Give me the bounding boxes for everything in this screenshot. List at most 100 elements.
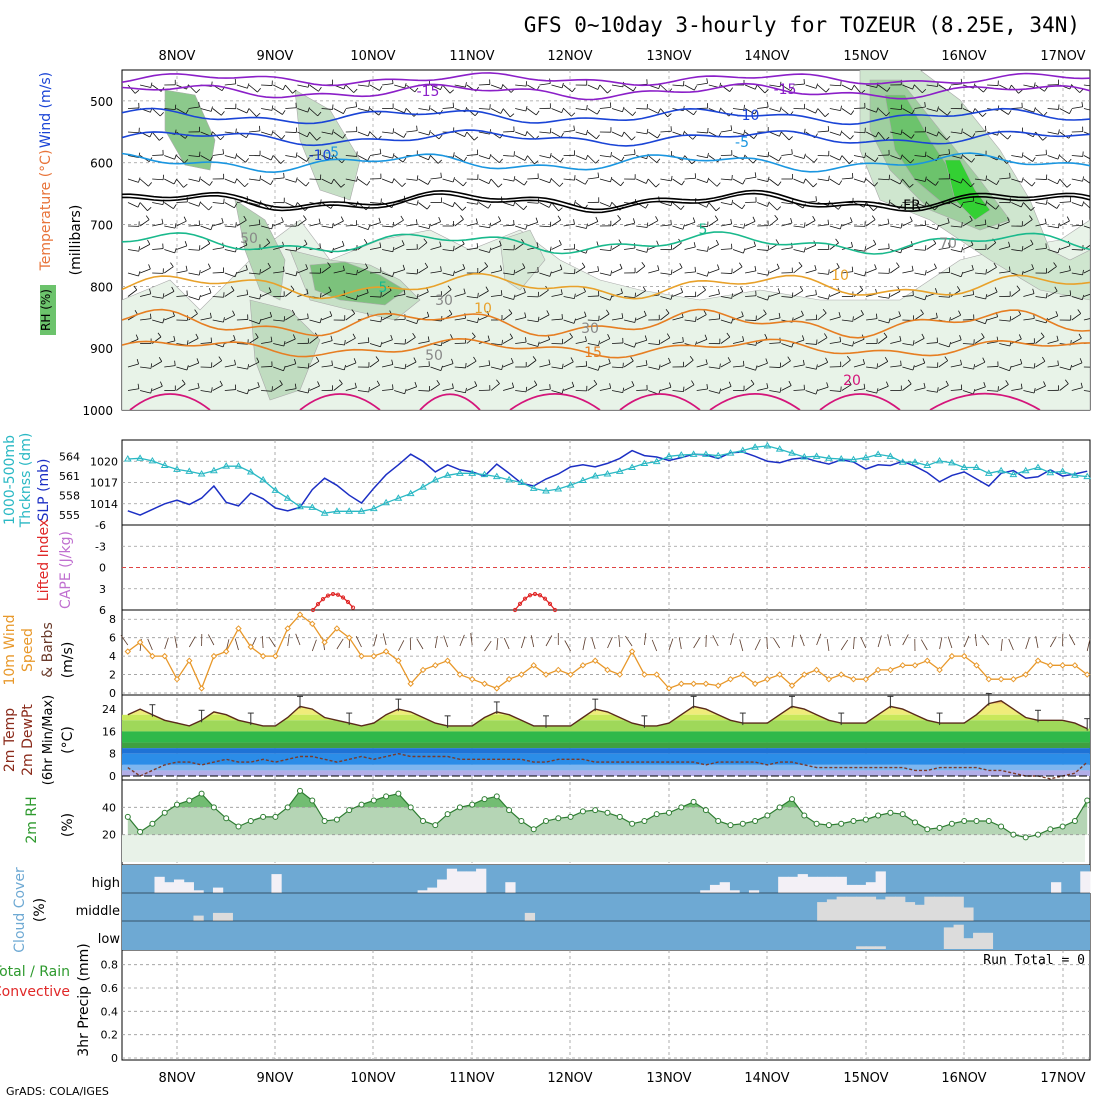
wind-barb	[515, 131, 527, 136]
rh-marker	[273, 814, 278, 819]
wind-barb-staff	[806, 245, 816, 249]
slp-side-label: Thcknss (dm)	[18, 433, 34, 529]
wind-barb-staff	[600, 273, 611, 275]
wind-barb-flag	[1022, 152, 1023, 157]
wind10m-barb	[1009, 639, 1014, 650]
wind-barb-flag	[962, 222, 963, 227]
wind-barb-staff	[539, 226, 550, 227]
wind-barb-staff	[818, 131, 829, 132]
wind-barb-flag	[393, 384, 394, 389]
wind-barb-flag	[173, 205, 176, 209]
temp-side-label: (°C)	[60, 726, 76, 754]
wind-barb-staff	[515, 226, 525, 229]
wind-barb	[1048, 223, 1060, 228]
rh-marker	[888, 810, 893, 815]
wind10m-barb	[940, 637, 942, 649]
xtick-top-label: 14NOV	[744, 49, 789, 64]
wind-barb-staff	[201, 293, 211, 297]
wind-barb	[721, 125, 732, 132]
rh-marker	[1085, 798, 1090, 803]
contour-label: 30	[581, 321, 599, 337]
wind-barb-staff	[987, 85, 998, 86]
wind-barb-staff	[866, 269, 876, 273]
wind-barb	[600, 127, 611, 132]
wind-barb-flag	[296, 152, 297, 157]
wind-barb	[854, 178, 866, 183]
cloud-cell	[457, 871, 467, 893]
wind-barb-staff	[564, 224, 575, 226]
rh-base-band	[122, 835, 1085, 862]
wind-barb-flag	[635, 293, 636, 298]
wind-barb	[491, 156, 503, 163]
pressure-tick-label: 800	[90, 280, 113, 294]
wind-barb-flag	[937, 225, 939, 230]
wind-barb	[612, 132, 624, 137]
wind-barb	[794, 179, 806, 184]
wind-barb-staff	[285, 108, 296, 109]
wind-barb-flag	[245, 183, 249, 187]
wind-barb-flag	[731, 219, 732, 224]
wind-barb-staff	[455, 179, 464, 186]
wind-barb-staff	[781, 154, 792, 155]
rh-marker	[236, 824, 241, 829]
wind-barb	[418, 105, 430, 110]
wind-barb-flag	[186, 266, 187, 271]
wind-barb-staff	[588, 85, 598, 89]
wind-barb	[164, 179, 176, 184]
wind-barb-staff	[624, 109, 632, 116]
wind-barb-staff	[189, 297, 199, 300]
wind-barb	[382, 153, 394, 158]
temp-band-group	[122, 698, 1090, 776]
wind-barb-staff	[721, 203, 732, 205]
wind-barb-flag	[1095, 81, 1096, 86]
wind-barb-flag	[1043, 137, 1047, 140]
wind-barb	[890, 223, 902, 228]
wind10m-barb	[374, 634, 377, 646]
wind-speed-marker	[273, 654, 278, 659]
wind-barb-flag	[841, 106, 842, 111]
cloud-cell	[885, 897, 895, 921]
wind-barb	[733, 203, 745, 209]
wind-barb-flag	[585, 180, 587, 184]
wind-barb	[189, 220, 200, 226]
wind-barb-staff	[709, 245, 719, 250]
xtick-top-label: 10NOV	[350, 49, 395, 64]
rh-marker	[334, 817, 339, 822]
precip-tick-label: 0	[111, 1052, 118, 1065]
wind-barb	[673, 179, 685, 185]
wind-barb-flag	[743, 180, 745, 184]
wind-barb-flag	[536, 218, 538, 223]
wind-barb	[576, 179, 588, 184]
wind-barb-flag	[441, 173, 442, 178]
wind-barb-staff	[176, 246, 186, 250]
cloud-cell	[856, 897, 866, 921]
precip-total-label: Total / Rain	[0, 964, 70, 980]
wind-barb-flag	[682, 181, 685, 185]
rh-marker	[568, 814, 573, 819]
wind-barb-staff	[443, 179, 454, 182]
wind-barb-flag	[524, 206, 527, 210]
wind-barb	[600, 102, 611, 108]
cloud-side-label: (%)	[32, 898, 48, 922]
thickness-tick-label: 561	[59, 470, 80, 483]
wind-barb	[697, 78, 708, 85]
wind-barb-flag	[524, 181, 527, 185]
wind-barb-staff	[552, 220, 561, 226]
wind-barb-staff	[612, 269, 622, 273]
wind-barb	[794, 262, 803, 273]
wind-side-label: (m/s)	[60, 642, 76, 679]
li-tick-label: 3	[99, 583, 106, 596]
precip-tick-label: 0.6	[101, 982, 119, 995]
wind-barb	[1048, 80, 1059, 85]
wind-barb	[189, 245, 200, 250]
wind-barb-flag	[658, 265, 659, 270]
wind-barb-staff	[733, 226, 744, 228]
wind-barb	[709, 289, 720, 296]
wind-barb-staff	[781, 248, 792, 250]
pressure-tick-label: 900	[90, 342, 113, 356]
wind-barb-flag	[1092, 206, 1095, 210]
wind-barb-flag	[872, 216, 875, 220]
